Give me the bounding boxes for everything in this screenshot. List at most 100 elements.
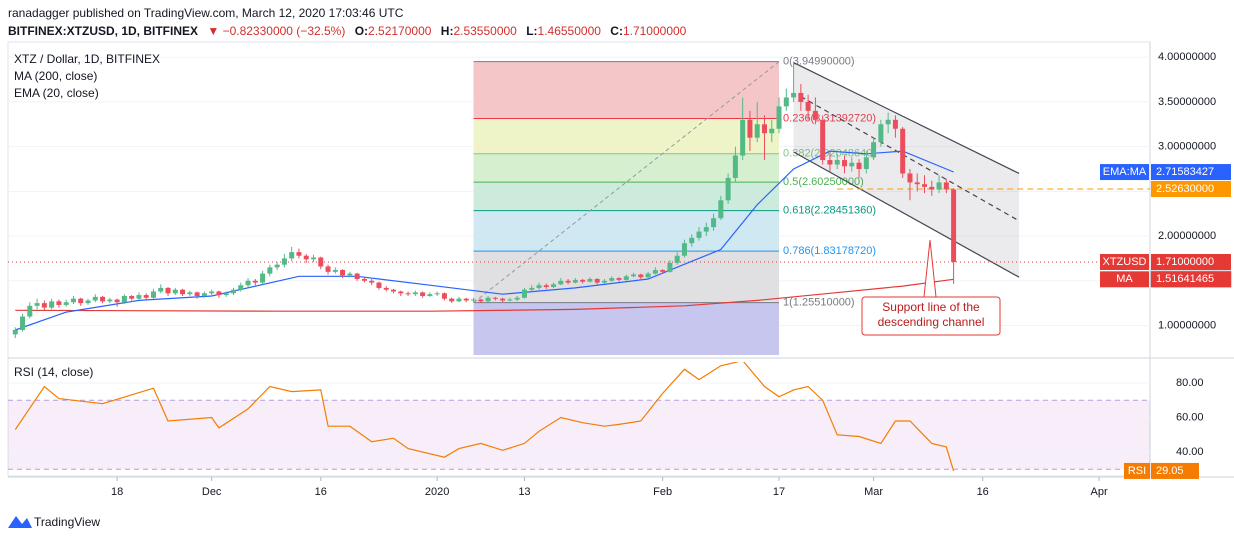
price-tag-box (1100, 271, 1149, 288)
price-value-box (1151, 180, 1231, 197)
candle-body (49, 301, 55, 308)
rsi-tag: RSI (1128, 465, 1146, 477)
price-value-box (1151, 271, 1231, 288)
candle-body (609, 278, 615, 281)
candle-body (500, 298, 506, 301)
candle-body (711, 218, 717, 228)
price-tag-name: MA (1116, 273, 1133, 285)
y-tick-label: 4.00000000 (1158, 51, 1216, 63)
candle-body (849, 162, 855, 167)
footer-logo (8, 516, 32, 528)
x-tick-label: 16 (315, 486, 327, 498)
candle-body (332, 270, 338, 272)
price-value: 1.51641465 (1156, 273, 1214, 285)
header: ranadagger published on TradingView.com,… (8, 4, 686, 40)
candle-body (689, 237, 695, 244)
annotation: Support line of the descending channel (861, 239, 1001, 336)
fib-zone (473, 302, 780, 355)
candle-body (769, 128, 775, 134)
candle-body (391, 289, 397, 292)
candle-body (951, 189, 957, 262)
candle-body (514, 297, 520, 300)
y-tick-label: 2.00000000 (1158, 230, 1216, 242)
candle-body (223, 293, 229, 296)
fib-zone (473, 182, 780, 211)
x-tick-label: Mar (864, 486, 883, 498)
candle-body (100, 296, 106, 302)
candle-body (398, 291, 404, 294)
candle-body (441, 293, 447, 299)
candle-body (558, 280, 564, 285)
footer-brand: TradingView (34, 515, 100, 529)
candle-body (529, 287, 535, 290)
x-tick-label: 2020 (425, 486, 449, 498)
candle-body (194, 292, 200, 296)
candle-body (70, 298, 76, 303)
rsi-tag-box (1124, 462, 1150, 479)
candle-body (92, 296, 98, 301)
x-tick-label: Apr (1091, 486, 1108, 498)
candle-body (834, 160, 840, 165)
rsi-value-box (1151, 462, 1199, 479)
candle-body (63, 302, 69, 305)
candle-body (303, 255, 309, 260)
legend-entry: MA (200, close) (14, 69, 97, 83)
candle-body (289, 252, 295, 259)
channel-line (793, 151, 1020, 278)
candle-body (907, 173, 913, 183)
candle-body (471, 299, 477, 301)
candle-body (347, 273, 353, 276)
candle-body (863, 157, 869, 169)
rsi-line (14, 362, 955, 472)
fib-label: 0.236(3.31392720) (783, 112, 876, 124)
channel-line (793, 62, 1020, 174)
candle-body (180, 289, 186, 295)
candle-body (485, 297, 491, 302)
candle-body (27, 305, 33, 317)
candle-body (623, 276, 629, 280)
rsi-value: 29.05 (1156, 465, 1184, 477)
candle-body (681, 243, 687, 256)
candle-body (878, 124, 884, 143)
channel-line (800, 96, 1020, 222)
candle-body (296, 252, 302, 256)
fib-label: 0(3.94990000) (783, 56, 855, 68)
candle-body (340, 270, 346, 276)
annotation-text: Support line of the (882, 300, 980, 314)
x-tick-label: Dec (202, 486, 222, 498)
candle-body (434, 293, 440, 295)
symbol: BITFINEX:XTZUSD, 1D, BITFINEX (8, 24, 199, 38)
price-value: 2.71583427 (1156, 166, 1214, 178)
candle-body (885, 119, 891, 125)
price-tag-name: XTZUSD (1103, 256, 1147, 268)
candle-body (41, 303, 47, 308)
candle-body (463, 298, 469, 301)
candle-body (325, 266, 331, 272)
candle-body (267, 267, 273, 274)
candle-body (369, 280, 375, 283)
candle-body (274, 264, 280, 268)
candle-body (12, 329, 18, 335)
candle-body (601, 280, 607, 283)
chart-title: XTZ / Dollar, 1D, BITFINEX (14, 52, 160, 66)
candle-body (405, 293, 411, 295)
candle-body (827, 160, 833, 165)
candle-body (318, 257, 324, 267)
candle-body (740, 119, 746, 156)
candle-body (812, 110, 818, 120)
price-value-box (1151, 253, 1231, 270)
candle-body (696, 231, 702, 238)
x-tick-label: 17 (773, 486, 785, 498)
candle-body (565, 280, 571, 283)
candle-body (783, 97, 789, 107)
candle-body (572, 279, 578, 283)
candle-body (660, 270, 666, 272)
candle-body (216, 291, 222, 296)
candle-body (245, 280, 251, 286)
annotation-arrow (923, 239, 937, 298)
candle-body (914, 182, 920, 185)
x-tick-label: 16 (977, 486, 989, 498)
candle-body (521, 289, 527, 298)
quote-key: H: (440, 24, 454, 38)
